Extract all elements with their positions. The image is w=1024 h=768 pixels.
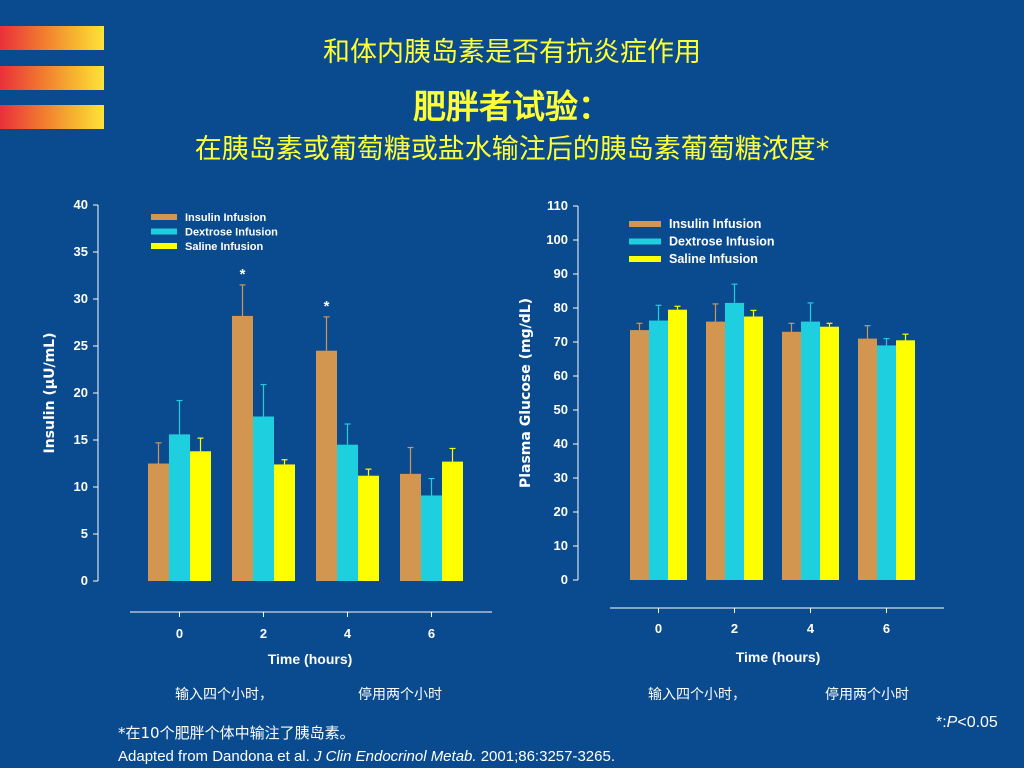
- y-tick-label: 25: [74, 338, 88, 353]
- bar: [649, 320, 668, 580]
- insulin-chart: 0 5 10 15 20 25 30 35 40 Insulin (μU/mL) 0 2 * 4 * 6 Tim…: [42, 197, 492, 667]
- y-tick-label: 20: [74, 385, 88, 400]
- significance-marker: *: [324, 298, 330, 315]
- pvalue-note: *:P<0.05: [936, 714, 998, 732]
- legend-label: Insulin Infusion: [669, 217, 761, 231]
- y-tick-label: 50: [554, 402, 568, 417]
- x-tick-label: 2: [731, 621, 738, 636]
- legend-swatch: [151, 228, 177, 235]
- legend-swatch: [151, 214, 177, 220]
- significance-marker: *: [240, 266, 246, 283]
- y-tick-label: 60: [554, 368, 568, 383]
- y-tick-label: 0: [81, 573, 88, 588]
- y-tick-label: 10: [554, 538, 568, 553]
- slide-title-line1: 和体内胰岛素是否有抗炎症作用: [323, 37, 701, 68]
- bar: [630, 330, 649, 580]
- x-tick-label: 2: [260, 626, 267, 641]
- legend-label: Dextrose Infusion: [669, 235, 775, 249]
- bar: [896, 340, 915, 580]
- note-right-stop: 停用两个小时: [825, 687, 909, 703]
- bar: [358, 475, 379, 581]
- citation-plain: Adapted from Dandona et al.: [118, 748, 314, 765]
- y-tick-label: 70: [554, 334, 568, 349]
- bar: [274, 464, 295, 581]
- stripe-2: [0, 66, 104, 90]
- bar: [169, 434, 190, 581]
- slide-title-line2: 肥胖者试验：: [413, 87, 611, 126]
- bar: [706, 321, 725, 580]
- y-axis-label: Insulin (μU/mL): [42, 332, 58, 453]
- bar: [877, 345, 896, 580]
- citation-rest: 2001;86:3257-3265.: [476, 748, 616, 765]
- x-tick-label: 4: [807, 621, 815, 636]
- legend-swatch: [629, 256, 661, 262]
- x-tick-label: 6: [428, 626, 435, 641]
- x-axis-label: Time (hours): [268, 651, 353, 667]
- bar: [400, 473, 421, 581]
- bar: [725, 302, 744, 580]
- y-tick-label: 30: [74, 291, 88, 306]
- bar: [744, 316, 763, 580]
- pvalue-rest: <0.05: [957, 714, 998, 731]
- y-tick-label: 40: [74, 197, 88, 212]
- y-tick-label: 100: [546, 232, 568, 247]
- bar: [820, 326, 839, 580]
- legend-label: Saline Infusion: [669, 252, 758, 266]
- bar: [801, 321, 820, 580]
- legend-label: Dextrose Infusion: [185, 227, 278, 239]
- citation: Adapted from Dandona et al. J Clin Endoc…: [118, 748, 615, 765]
- legend-swatch: [629, 221, 661, 227]
- legend-label: Insulin Infusion: [185, 212, 267, 224]
- note-left-infusion: 输入四个小时，: [175, 687, 273, 703]
- x-axis-label: Time (hours): [736, 649, 821, 665]
- x-tick-label: 0: [176, 626, 183, 641]
- citation-journal: J Clin Endocrinol Metab.: [313, 748, 477, 765]
- pvalue-prefix: *:: [936, 714, 947, 731]
- y-tick-label: 15: [74, 432, 88, 447]
- bar: [421, 495, 442, 581]
- x-tick-label: 4: [344, 626, 352, 641]
- note-right-infusion: 输入四个小时，: [648, 687, 746, 703]
- slide-title-line3: 在胰岛素或葡萄糖或盐水输注后的胰岛素葡萄糖浓度*: [194, 134, 830, 165]
- bar: [337, 444, 358, 581]
- footnote: *在10个肥胖个体中输注了胰岛素。: [118, 724, 355, 742]
- y-tick-label: 90: [554, 266, 568, 281]
- legend-swatch: [151, 243, 177, 249]
- legend-label: Saline Infusion: [185, 241, 264, 253]
- bar: [232, 315, 253, 581]
- stripe-3: [0, 105, 104, 129]
- y-tick-label: 0: [561, 572, 568, 587]
- y-tick-label: 20: [554, 504, 568, 519]
- y-tick-label: 10: [74, 479, 88, 494]
- bar: [148, 463, 169, 581]
- y-tick-label: 35: [74, 244, 88, 259]
- y-tick-label: 40: [554, 436, 568, 451]
- bar: [442, 461, 463, 581]
- bar: [668, 309, 687, 580]
- bar: [858, 338, 877, 580]
- y-tick-label: 80: [554, 300, 568, 315]
- y-tick-label: 30: [554, 470, 568, 485]
- bar: [782, 331, 801, 580]
- pvalue-p: P: [946, 714, 958, 731]
- bar: [316, 350, 337, 581]
- note-left-stop: 停用两个小时: [358, 687, 442, 703]
- bar: [190, 451, 211, 581]
- stripe-1: [0, 26, 104, 50]
- x-tick-label: 6: [883, 621, 890, 636]
- y-tick-label: 110: [547, 198, 568, 213]
- y-tick-label: 5: [81, 526, 88, 541]
- y-axis-label: Plasma Glucose (mg/dL): [518, 298, 534, 488]
- bar: [253, 416, 274, 581]
- x-tick-label: 0: [655, 621, 662, 636]
- legend-swatch: [629, 238, 661, 245]
